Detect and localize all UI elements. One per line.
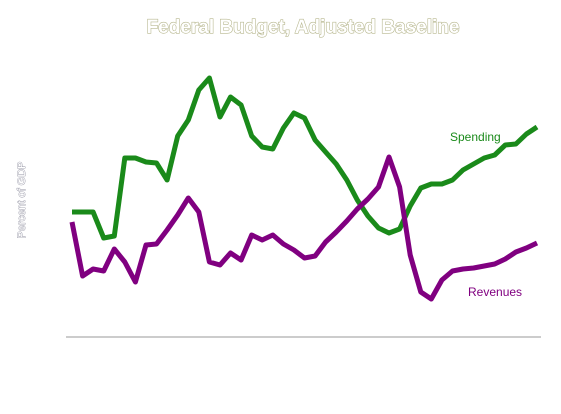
chart-title: Federal Budget, Adjusted Baseline [147,17,460,38]
series-label: Revenues [468,285,522,299]
series-line [69,154,539,302]
y-axis-label: Percent of GDP [16,161,28,238]
series-label: Spending [450,130,501,144]
series-line [72,75,539,241]
